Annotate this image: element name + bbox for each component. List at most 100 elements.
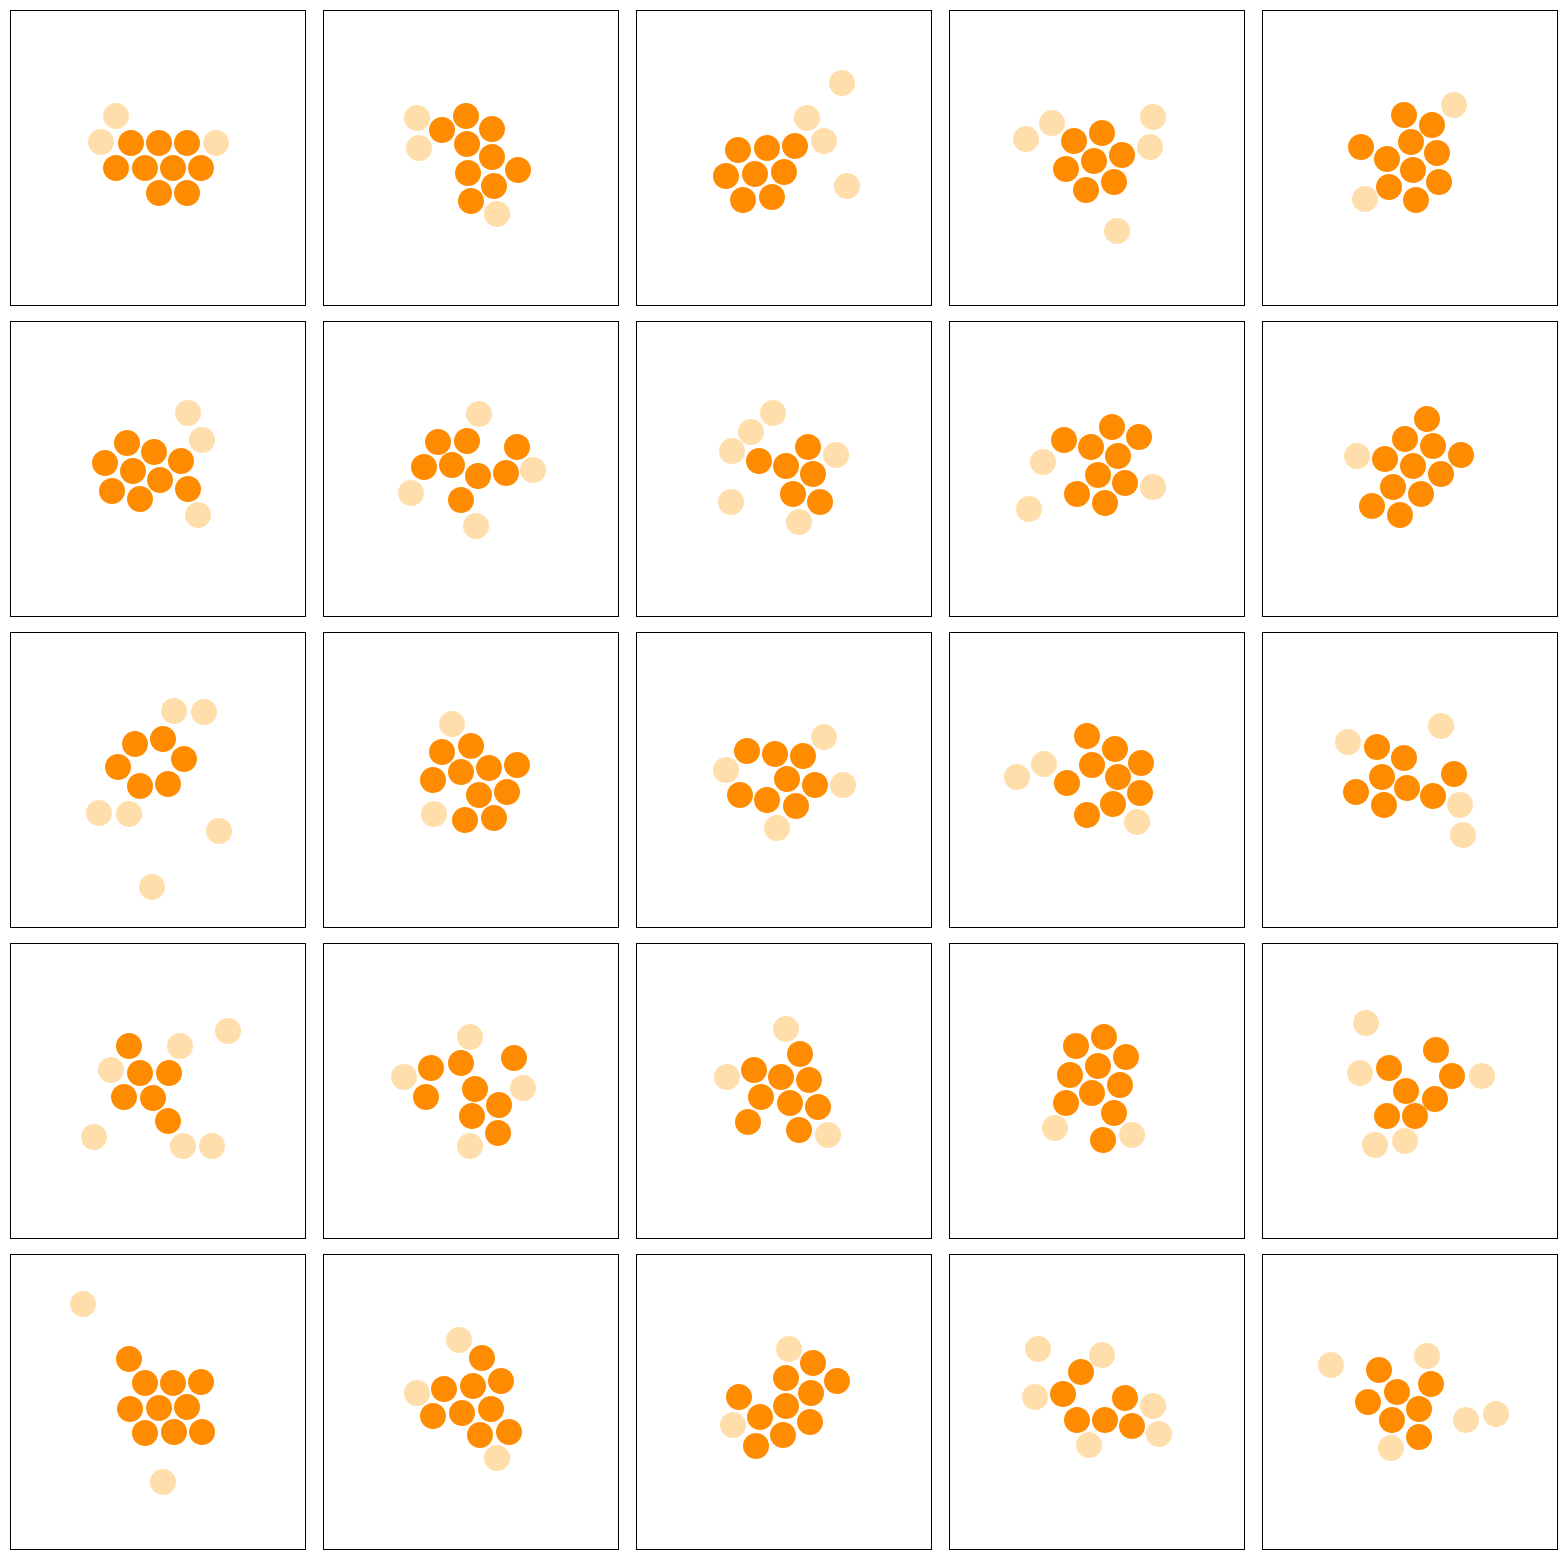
core-particle: [787, 1041, 813, 1067]
core-particle: [797, 1409, 823, 1435]
core-particle: [1374, 146, 1400, 172]
halo-particle: [1335, 729, 1361, 755]
core-particle: [786, 1117, 812, 1143]
core-particle: [743, 1433, 769, 1459]
panel-2-4: [949, 321, 1245, 617]
core-particle: [1068, 1359, 1094, 1385]
core-particle: [465, 463, 491, 489]
halo-particle: [206, 818, 232, 844]
core-particle: [160, 1370, 186, 1396]
halo-particle: [1414, 1343, 1440, 1369]
core-particle: [1051, 427, 1077, 453]
particle-cluster: [11, 11, 305, 305]
core-particle: [1422, 1086, 1448, 1112]
particle-cluster: [324, 1255, 618, 1549]
core-particle: [1102, 736, 1128, 762]
core-particle: [429, 739, 455, 765]
panel-3-2: [323, 632, 619, 928]
core-particle: [147, 467, 173, 493]
core-particle: [742, 161, 768, 187]
particle-cluster: [324, 322, 618, 616]
halo-particle: [1025, 1336, 1051, 1362]
core-particle: [132, 155, 158, 181]
core-particle: [1126, 424, 1152, 450]
particle-cluster: [11, 1255, 305, 1549]
core-particle: [748, 1084, 774, 1110]
core-particle: [99, 478, 125, 504]
core-particle: [122, 731, 148, 757]
halo-particle: [404, 1380, 430, 1406]
core-particle: [146, 130, 172, 156]
halo-particle: [760, 400, 786, 426]
core-particle: [116, 1033, 142, 1059]
core-particle: [1419, 112, 1445, 138]
core-particle: [494, 779, 520, 805]
core-particle: [802, 772, 828, 798]
halo-particle: [81, 1124, 107, 1150]
halo-particle: [189, 427, 215, 453]
halo-particle: [1344, 443, 1370, 469]
core-particle: [1414, 406, 1440, 432]
halo-particle: [439, 711, 465, 737]
halo-particle: [191, 699, 217, 725]
halo-particle: [1004, 764, 1030, 790]
core-particle: [1418, 1371, 1444, 1397]
halo-particle: [88, 129, 114, 155]
core-particle: [1448, 442, 1474, 468]
halo-particle: [1137, 134, 1163, 160]
halo-particle: [167, 1033, 193, 1059]
core-particle: [1092, 490, 1118, 516]
core-particle: [774, 766, 800, 792]
core-particle: [773, 1393, 799, 1419]
particle-cluster: [950, 1255, 1244, 1549]
core-particle: [504, 434, 530, 460]
halo-particle: [1076, 1432, 1102, 1458]
core-particle: [458, 733, 484, 759]
core-particle: [413, 1084, 439, 1110]
halo-particle: [1353, 1010, 1379, 1036]
halo-particle: [406, 135, 432, 161]
halo-particle: [1042, 1115, 1068, 1141]
core-particle: [118, 130, 144, 156]
particle-cluster: [950, 944, 1244, 1238]
particle-cluster: [1263, 322, 1557, 616]
panel-3-5: [1262, 632, 1558, 928]
core-particle: [1112, 470, 1138, 496]
core-particle: [479, 144, 505, 170]
core-particle: [111, 1084, 137, 1110]
core-particle: [800, 461, 826, 487]
core-particle: [790, 743, 816, 769]
particle-cluster: [950, 633, 1244, 927]
halo-particle: [830, 772, 856, 798]
halo-particle: [794, 105, 820, 131]
core-particle: [746, 448, 772, 474]
particle-cluster: [1263, 944, 1557, 1238]
core-particle: [141, 439, 167, 465]
core-particle: [454, 131, 480, 157]
halo-particle: [786, 509, 812, 535]
halo-particle: [391, 1064, 417, 1090]
core-particle: [777, 1090, 803, 1116]
particle-cluster: [11, 944, 305, 1238]
core-particle: [1387, 502, 1413, 528]
core-particle: [411, 454, 437, 480]
core-particle: [1109, 142, 1135, 168]
halo-particle: [1016, 496, 1042, 522]
core-particle: [188, 155, 214, 181]
panel-5-2: [323, 1254, 619, 1550]
core-particle: [160, 155, 186, 181]
core-particle: [1376, 174, 1402, 200]
panel-2-1: [10, 321, 306, 617]
particle-cluster: [11, 322, 305, 616]
core-particle: [754, 787, 780, 813]
core-particle: [1100, 791, 1126, 817]
core-particle: [458, 188, 484, 214]
core-particle: [1391, 102, 1417, 128]
core-particle: [1127, 780, 1153, 806]
core-particle: [1366, 1357, 1392, 1383]
panel-4-4: [949, 943, 1245, 1239]
core-particle: [1423, 1037, 1449, 1063]
core-particle: [1085, 462, 1111, 488]
core-particle: [420, 767, 446, 793]
core-particle: [1369, 764, 1395, 790]
